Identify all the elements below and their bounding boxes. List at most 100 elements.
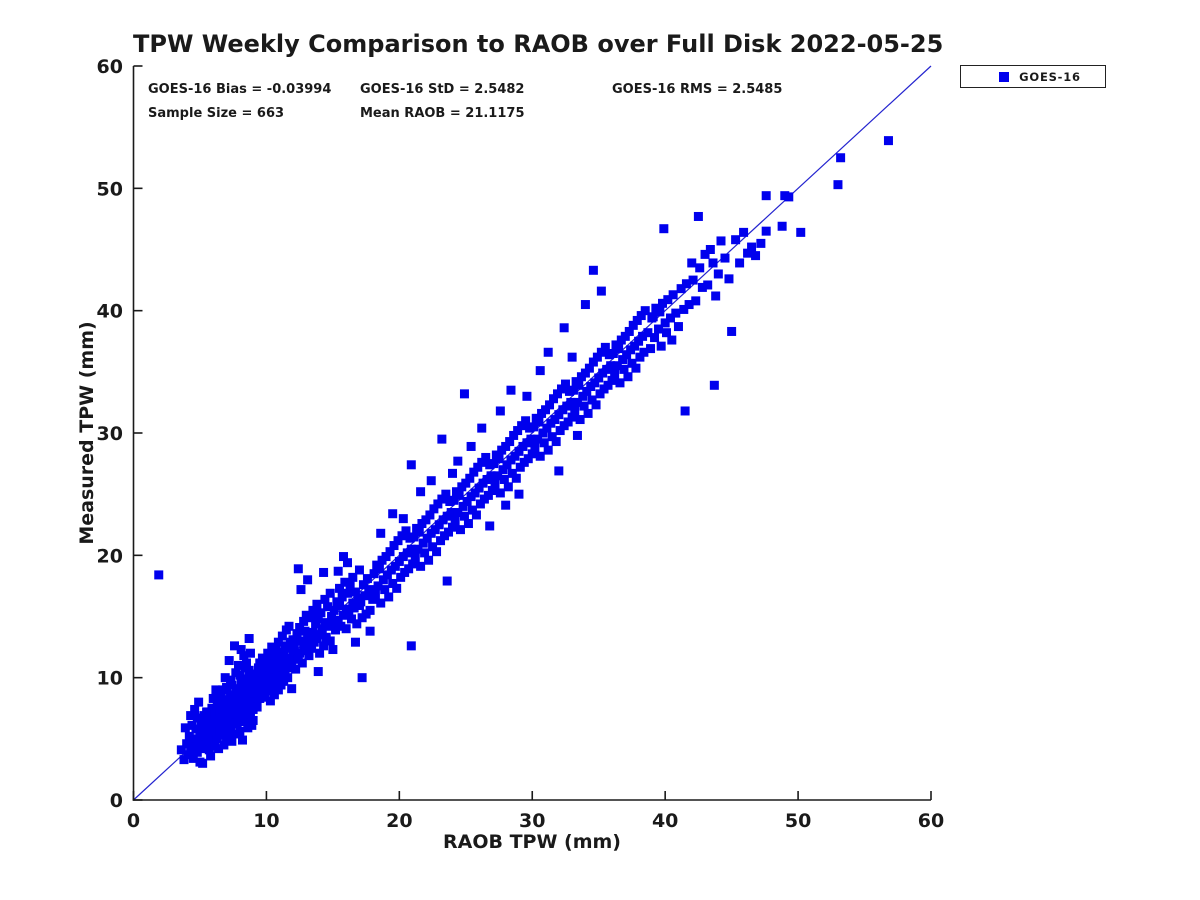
- data-point: [667, 335, 677, 345]
- data-point: [638, 331, 648, 341]
- stat-sample-size: Sample Size = 663: [148, 106, 285, 121]
- data-point: [394, 556, 404, 566]
- data-point: [459, 511, 469, 521]
- data-point: [418, 538, 428, 548]
- data-point: [272, 671, 282, 681]
- data-point: [539, 438, 549, 448]
- data-point: [392, 583, 402, 593]
- stat-rms: GOES-16 RMS = 2.5485: [612, 82, 783, 97]
- data-point: [259, 673, 269, 683]
- data-point: [517, 421, 527, 431]
- y-tick-label: 20: [97, 545, 123, 567]
- data-point: [448, 522, 457, 532]
- data-point: [553, 389, 563, 399]
- data-point: [498, 465, 508, 475]
- data-point: [521, 416, 531, 426]
- data-point: [535, 451, 545, 461]
- data-point: [580, 300, 590, 310]
- data-point: [316, 608, 326, 618]
- data-point: [591, 400, 601, 410]
- data-point: [341, 624, 351, 634]
- data-point: [587, 395, 597, 405]
- data-point: [559, 323, 569, 333]
- data-point: [410, 553, 420, 563]
- legend-label: GOES-16: [1019, 69, 1081, 84]
- data-point: [623, 372, 633, 382]
- data-point: [426, 476, 436, 486]
- data-point: [501, 441, 511, 451]
- data-point: [724, 274, 734, 284]
- data-point: [614, 344, 624, 354]
- data-point: [257, 653, 267, 663]
- data-point: [406, 544, 416, 554]
- data-point: [534, 417, 544, 427]
- data-point: [505, 437, 515, 447]
- data-point: [509, 430, 519, 440]
- data-point: [223, 731, 233, 741]
- data-point: [554, 410, 564, 420]
- data-point: [227, 736, 237, 746]
- data-point: [620, 331, 630, 341]
- data-point: [506, 385, 516, 395]
- data-point: [369, 569, 379, 579]
- data-point: [236, 711, 246, 721]
- data-point: [328, 616, 338, 626]
- data-point: [489, 459, 499, 469]
- data-point: [716, 236, 726, 246]
- data-point: [481, 452, 491, 462]
- data-point: [636, 311, 646, 321]
- data-point: [283, 643, 293, 653]
- data-point: [471, 510, 481, 520]
- data-point: [502, 460, 512, 470]
- data-point: [659, 224, 669, 234]
- data-point: [756, 238, 766, 248]
- data-point: [236, 645, 246, 655]
- data-point: [610, 369, 620, 379]
- data-point: [409, 532, 419, 542]
- data-point: [295, 648, 305, 658]
- data-point: [224, 656, 234, 666]
- data-point: [255, 658, 265, 668]
- data-point: [269, 690, 279, 700]
- y-tick-label: 10: [97, 668, 123, 690]
- data-point: [301, 646, 311, 656]
- data-point: [490, 479, 500, 489]
- data-point: [421, 515, 431, 525]
- data-point: [263, 686, 273, 696]
- y-tick-label: 60: [97, 56, 123, 78]
- data-point: [342, 558, 352, 568]
- data-point: [358, 580, 368, 590]
- data-point: [180, 723, 190, 733]
- data-point: [466, 441, 476, 451]
- data-point: [711, 291, 721, 301]
- x-tick-label: 60: [918, 810, 944, 832]
- data-point: [365, 605, 375, 615]
- data-point: [513, 426, 523, 436]
- data-point: [596, 286, 606, 296]
- data-point: [668, 290, 678, 300]
- data-point: [232, 684, 242, 694]
- data-point: [333, 615, 343, 625]
- data-point: [315, 648, 325, 658]
- data-point: [833, 180, 843, 190]
- data-point: [240, 663, 250, 673]
- data-point: [461, 478, 471, 488]
- data-point: [705, 245, 715, 254]
- data-point: [312, 599, 322, 609]
- data-point: [663, 295, 673, 305]
- data-point: [836, 153, 846, 163]
- data-point: [336, 621, 346, 631]
- data-point: [514, 489, 524, 499]
- data-point: [265, 654, 275, 664]
- data-point: [219, 725, 229, 735]
- data-point: [204, 745, 214, 755]
- data-point: [365, 626, 375, 636]
- data-point: [622, 350, 632, 360]
- legend-box: GOES-16: [960, 65, 1106, 88]
- stat-std: GOES-16 StD = 2.5482: [360, 82, 525, 97]
- data-point: [226, 675, 236, 685]
- data-point: [572, 397, 582, 407]
- data-point: [584, 363, 594, 373]
- y-tick-label: 40: [97, 301, 123, 323]
